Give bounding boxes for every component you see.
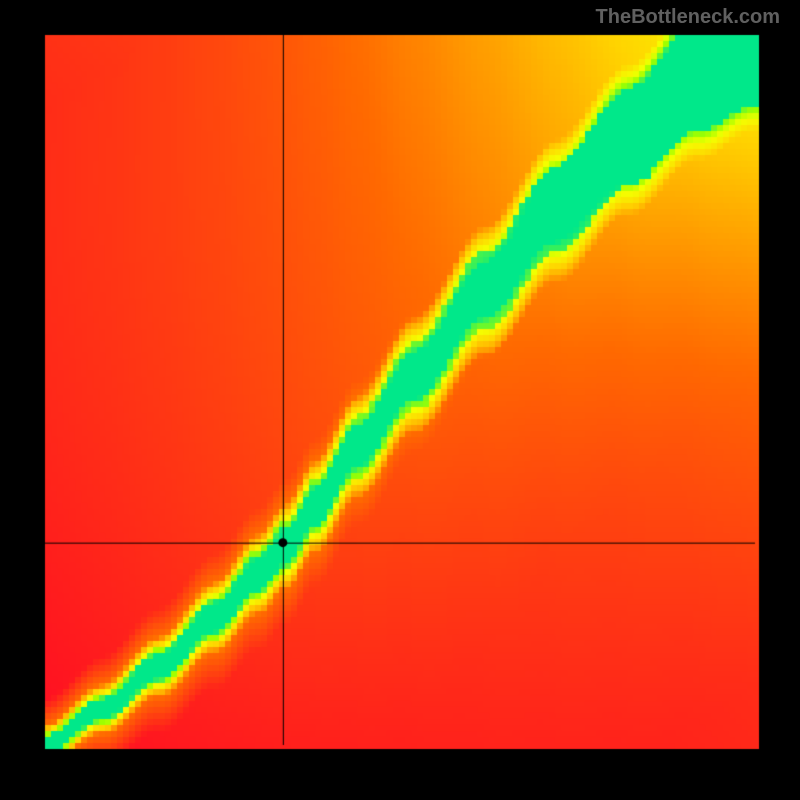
watermark-text: TheBottleneck.com [596,6,780,29]
bottleneck-heatmap-canvas [0,0,800,800]
chart-container: TheBottleneck.com [0,0,800,800]
